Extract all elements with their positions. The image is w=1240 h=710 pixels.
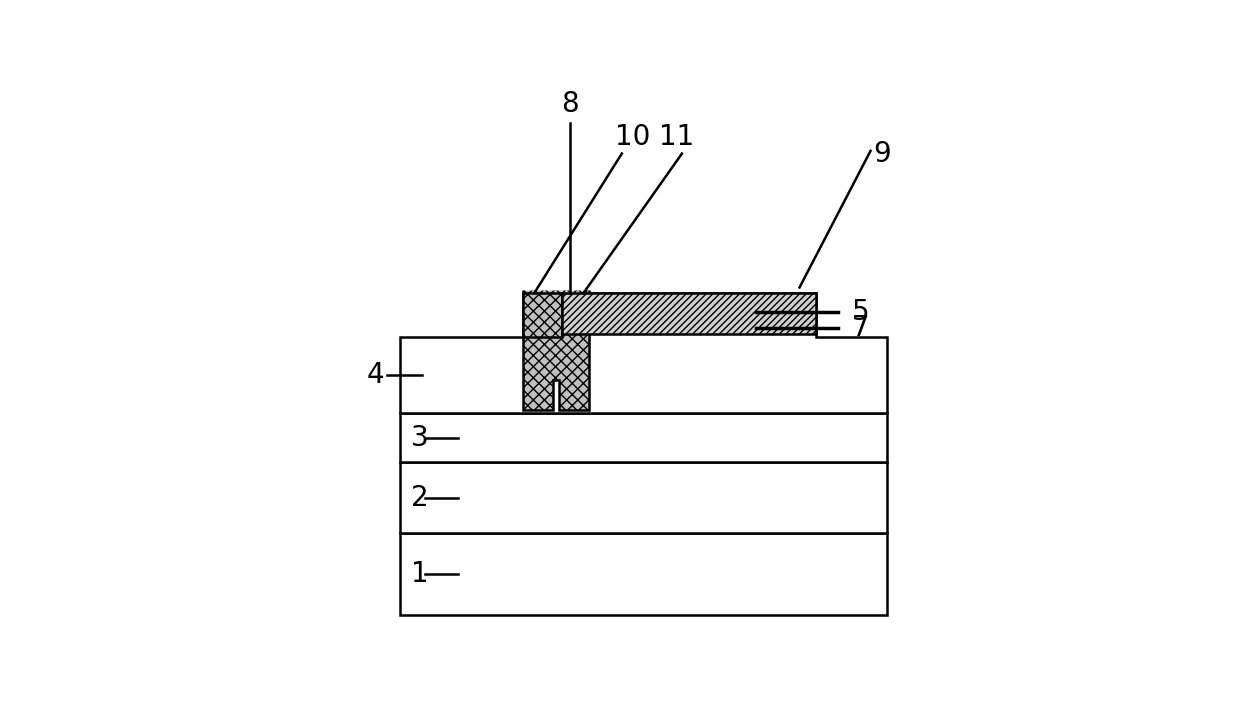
Text: 7: 7 [852, 315, 869, 342]
Text: 10: 10 [615, 123, 651, 151]
Text: 4: 4 [366, 361, 384, 389]
Polygon shape [401, 293, 887, 413]
Text: 3: 3 [412, 424, 429, 452]
Text: 1: 1 [412, 560, 429, 589]
Text: 2: 2 [412, 484, 429, 512]
Bar [523, 293, 562, 337]
Bar [401, 462, 887, 533]
Text: 5: 5 [852, 298, 869, 326]
Bar [401, 413, 887, 462]
Text: 11: 11 [658, 123, 694, 151]
Polygon shape [523, 290, 589, 410]
Text: 9: 9 [873, 140, 892, 168]
Bar [562, 293, 816, 334]
Bar [401, 533, 887, 616]
Text: 8: 8 [560, 90, 579, 118]
